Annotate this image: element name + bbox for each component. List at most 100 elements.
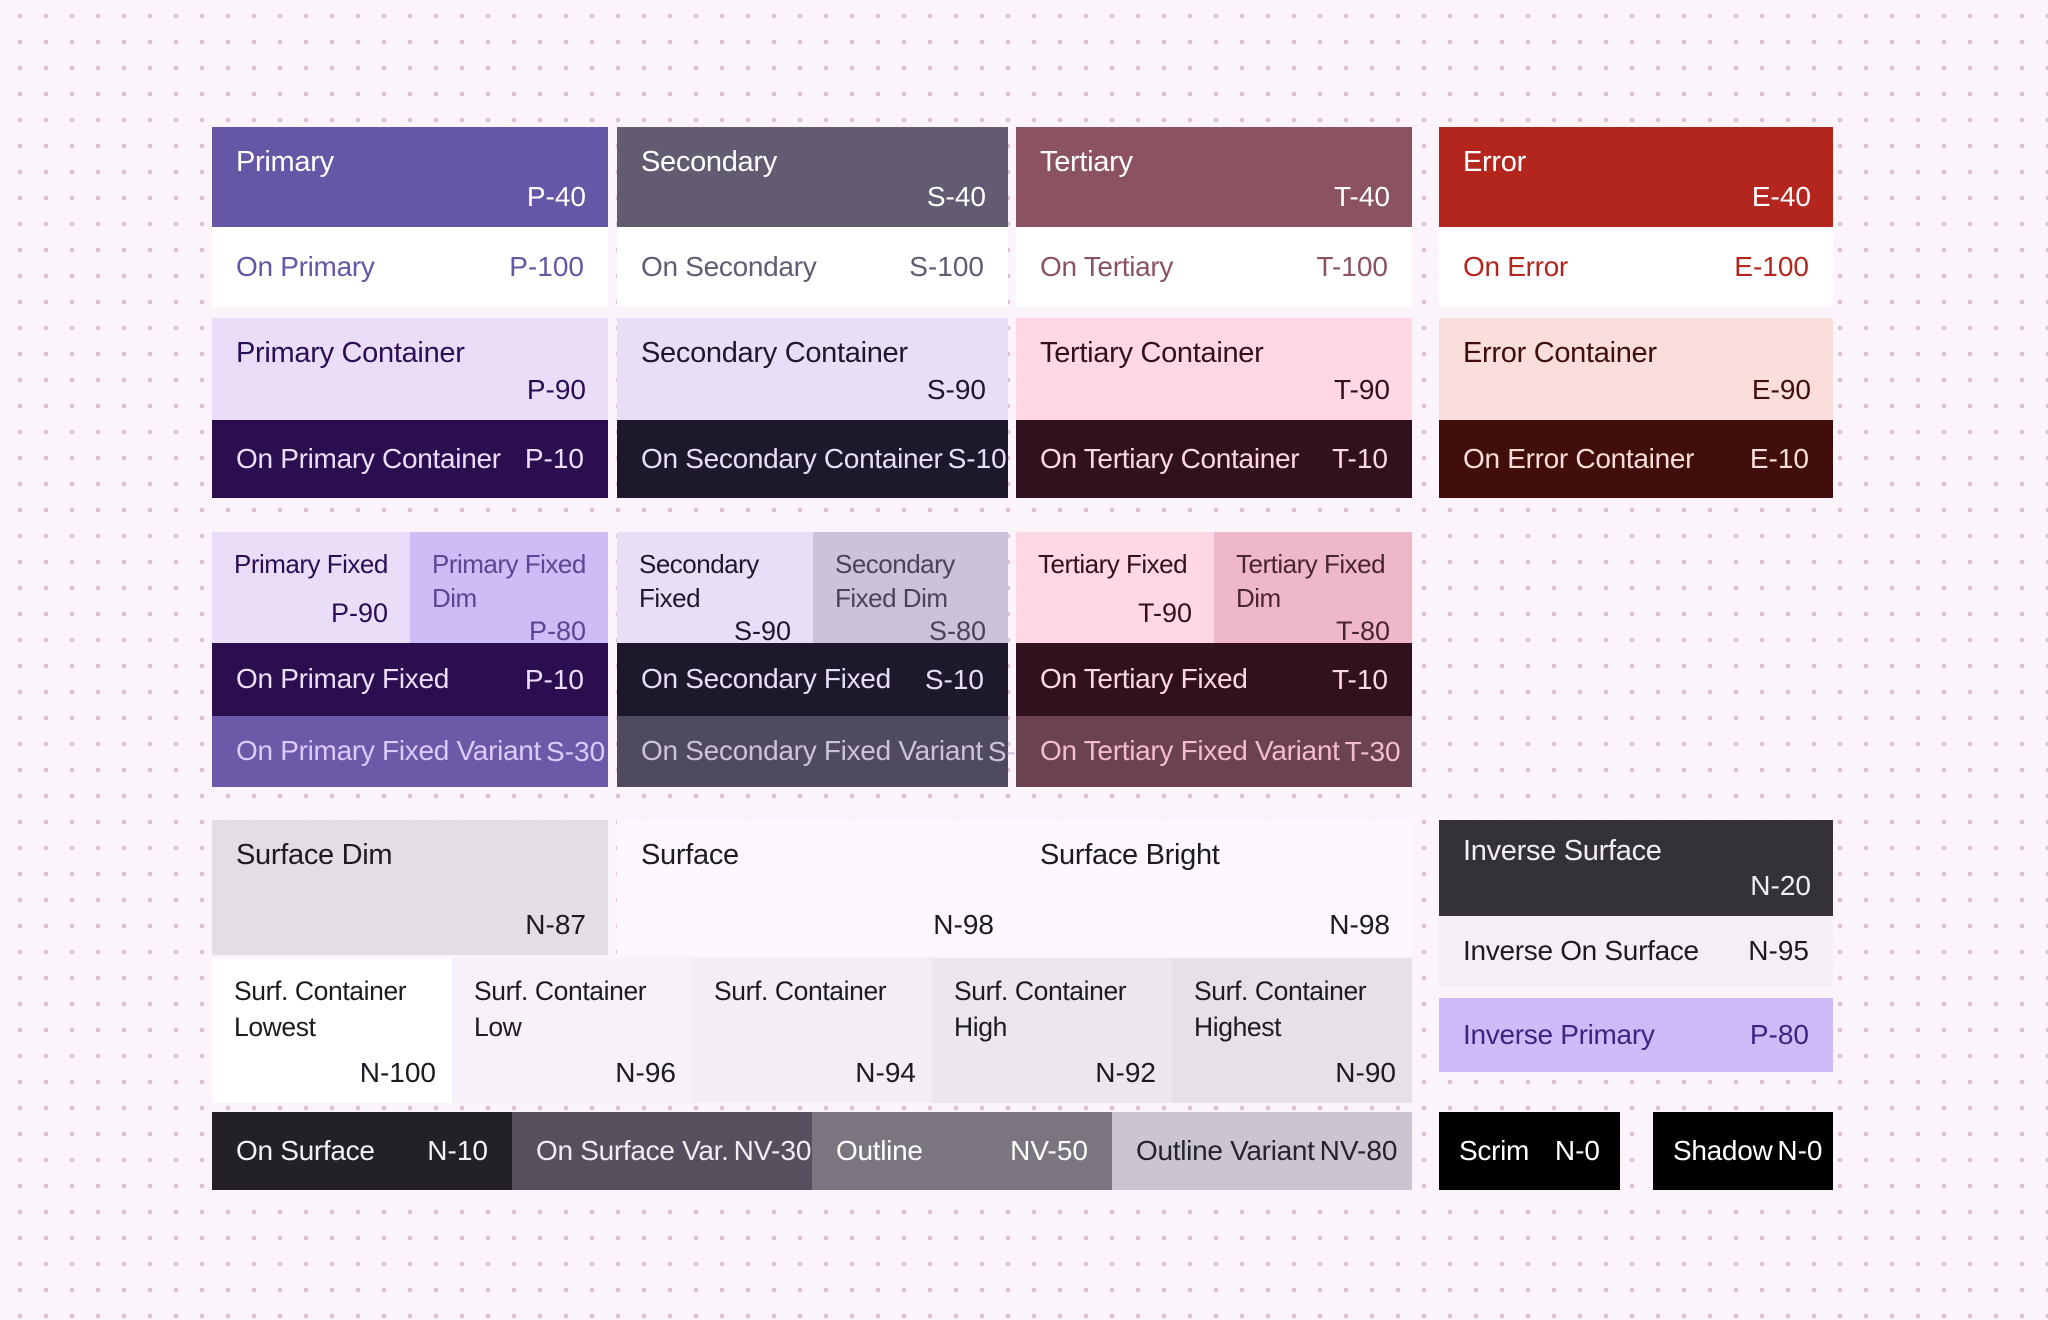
swatch-inverse-on-surface: Inverse On Surface N-95 — [1439, 916, 1833, 986]
swatch-secondary-container: Secondary Container S-90 — [617, 318, 1008, 420]
swatch-value: N-10 — [427, 1135, 488, 1166]
swatch-label: Error — [1463, 146, 1526, 178]
swatch-value: S-80 — [928, 615, 986, 646]
swatch-label: On Secondary Container — [641, 442, 943, 474]
swatch-label: Secondary — [641, 146, 777, 178]
swatch-label: On Surface Var. — [536, 1134, 729, 1166]
swatch-label: Surf. Container Low — [474, 976, 647, 1042]
swatch-on-error: On Error E-100 — [1439, 227, 1833, 307]
swatch-primary-fixed: Primary Fixed P-90 — [212, 532, 410, 643]
swatch-surf-container-highest: Surf. Container Highest N-90 — [1172, 958, 1412, 1103]
swatch-on-secondary-fixed: On Secondary Fixed S-10 — [617, 643, 1008, 716]
swatch-inverse-primary: Inverse Primary P-80 — [1439, 998, 1833, 1072]
swatch-on-secondary: On Secondary S-100 — [617, 227, 1008, 307]
swatch-value: NV-30 — [733, 1135, 812, 1166]
swatch-secondary-fixed: Secondary Fixed S-90 — [617, 532, 813, 646]
swatch-value: P-90 — [330, 598, 388, 628]
swatch-value: T-90 — [1333, 374, 1390, 405]
swatch-label: Error Container — [1463, 337, 1657, 369]
swatch-outline-variant: Outline Variant NV-80 — [1112, 1112, 1412, 1190]
swatch-value: N-0 — [1777, 1135, 1823, 1166]
swatch-error-container: Error Container E-90 — [1439, 318, 1833, 420]
swatch-value: N-96 — [615, 1057, 676, 1088]
swatch-value: NV-50 — [1010, 1135, 1088, 1166]
swatch-label: Primary Container — [236, 337, 465, 369]
swatch-value: P-10 — [524, 663, 584, 695]
swatch-value: S-40 — [926, 181, 986, 212]
swatch-error: Error E-40 — [1439, 127, 1833, 227]
swatch-tertiary-fixed-dim: Tertiary Fixed Dim T-80 — [1214, 532, 1412, 646]
swatch-value: E-40 — [1751, 181, 1811, 212]
swatch-value: T-100 — [1316, 251, 1388, 282]
swatch-label: On Error Container — [1463, 442, 1695, 474]
swatch-label: Tertiary Fixed — [1038, 549, 1188, 579]
swatch-on-surface: On Surface N-10 — [212, 1112, 512, 1190]
swatch-value: P-90 — [526, 374, 586, 405]
swatch-label: Shadow — [1673, 1134, 1773, 1166]
swatch-label: Outline — [836, 1134, 923, 1166]
swatch-label: Primary — [236, 146, 334, 178]
swatch-label: On Secondary Fixed — [641, 663, 891, 695]
swatch-label: Surface Bright — [1040, 839, 1220, 871]
swatch-label: On Tertiary Fixed Variant — [1040, 735, 1340, 767]
swatch-label: Tertiary — [1040, 146, 1133, 178]
swatch-label: On Primary Fixed Variant — [236, 735, 542, 767]
swatch-label: Surf. Container — [714, 976, 887, 1006]
swatch-surf-container-lowest: Surf. Container Lowest N-100 — [212, 958, 452, 1103]
swatch-secondary-fixed-dim: Secondary Fixed Dim S-80 — [813, 532, 1008, 646]
swatch-label: Surface — [641, 839, 739, 871]
swatch-label: Primary Fixed — [234, 549, 388, 579]
swatch-label: Surf. Container Lowest — [234, 976, 407, 1042]
swatch-on-tertiary: On Tertiary T-100 — [1016, 227, 1412, 307]
swatch-value: E-90 — [1751, 374, 1811, 405]
swatch-label: Secondary Fixed Dim — [835, 549, 955, 613]
swatch-value: S-90 — [733, 615, 791, 646]
swatch-value: S-90 — [926, 374, 986, 405]
swatch-inverse-surface: Inverse Surface N-20 — [1439, 820, 1833, 916]
swatch-value: N-95 — [1748, 935, 1809, 966]
swatch-on-primary-container: On Primary Container P-10 — [212, 420, 608, 498]
swatch-label: Tertiary Container — [1040, 337, 1264, 369]
swatch-on-secondary-fixed-variant: On Secondary Fixed Variant S-30 — [617, 716, 1047, 787]
swatch-label: Inverse On Surface — [1463, 934, 1699, 966]
swatch-on-primary-fixed: On Primary Fixed P-10 — [212, 643, 608, 716]
swatch-tertiary-container: Tertiary Container T-90 — [1016, 318, 1412, 420]
swatch-label: Surf. Container High — [954, 976, 1127, 1042]
swatch-label: On Secondary Fixed Variant — [641, 735, 983, 767]
swatch-on-secondary-container: On Secondary Container S-10 — [617, 420, 1008, 498]
swatch-surface-dim: Surface Dim N-87 — [212, 820, 608, 955]
swatch-label: Primary Fixed Dim — [432, 549, 586, 613]
swatch-secondary: Secondary S-40 — [617, 127, 1008, 227]
swatch-scrim: Scrim N-0 — [1439, 1112, 1620, 1190]
swatch-value: N-87 — [525, 909, 586, 940]
swatch-label: On Primary Container — [236, 442, 501, 474]
swatch-on-primary: On Primary P-100 — [212, 227, 608, 307]
swatch-label: Surface Dim — [236, 839, 393, 871]
swatch-surf-container-low: Surf. Container Low N-96 — [452, 958, 692, 1103]
swatch-label: Secondary Container — [641, 337, 908, 369]
swatch-outline: Outline NV-50 — [812, 1112, 1112, 1190]
swatch-value: T-40 — [1333, 181, 1390, 212]
swatch-surface: Surface N-98 — [617, 820, 1016, 955]
swatch-value: S-100 — [909, 251, 984, 282]
swatch-value: T-30 — [1344, 735, 1401, 767]
swatch-label: On Primary Fixed — [236, 663, 450, 695]
swatch-value: E-10 — [1749, 443, 1809, 474]
swatch-label: On Surface — [236, 1134, 375, 1166]
swatch-value: N-94 — [855, 1057, 916, 1088]
swatch-tertiary: Tertiary T-40 — [1016, 127, 1412, 227]
swatch-value: N-98 — [933, 909, 994, 940]
swatch-label: Scrim — [1459, 1134, 1530, 1166]
swatch-value: P-40 — [526, 181, 586, 212]
swatch-label: On Tertiary Fixed — [1040, 663, 1248, 695]
swatch-on-surface-variant: On Surface Var. NV-30 — [512, 1112, 812, 1190]
swatch-value: N-92 — [1095, 1057, 1156, 1088]
swatch-label: On Primary — [236, 250, 375, 282]
swatch-label: On Error — [1463, 250, 1568, 282]
swatch-value: N-20 — [1750, 870, 1811, 901]
swatch-label: On Tertiary Container — [1040, 442, 1300, 474]
swatch-on-primary-fixed-variant: On Primary Fixed Variant S-30 — [212, 716, 608, 787]
swatch-value: T-10 — [1331, 663, 1388, 695]
swatch-on-tertiary-fixed: On Tertiary Fixed T-10 — [1016, 643, 1412, 716]
swatch-surf-container-high: Surf. Container High N-92 — [932, 958, 1172, 1103]
